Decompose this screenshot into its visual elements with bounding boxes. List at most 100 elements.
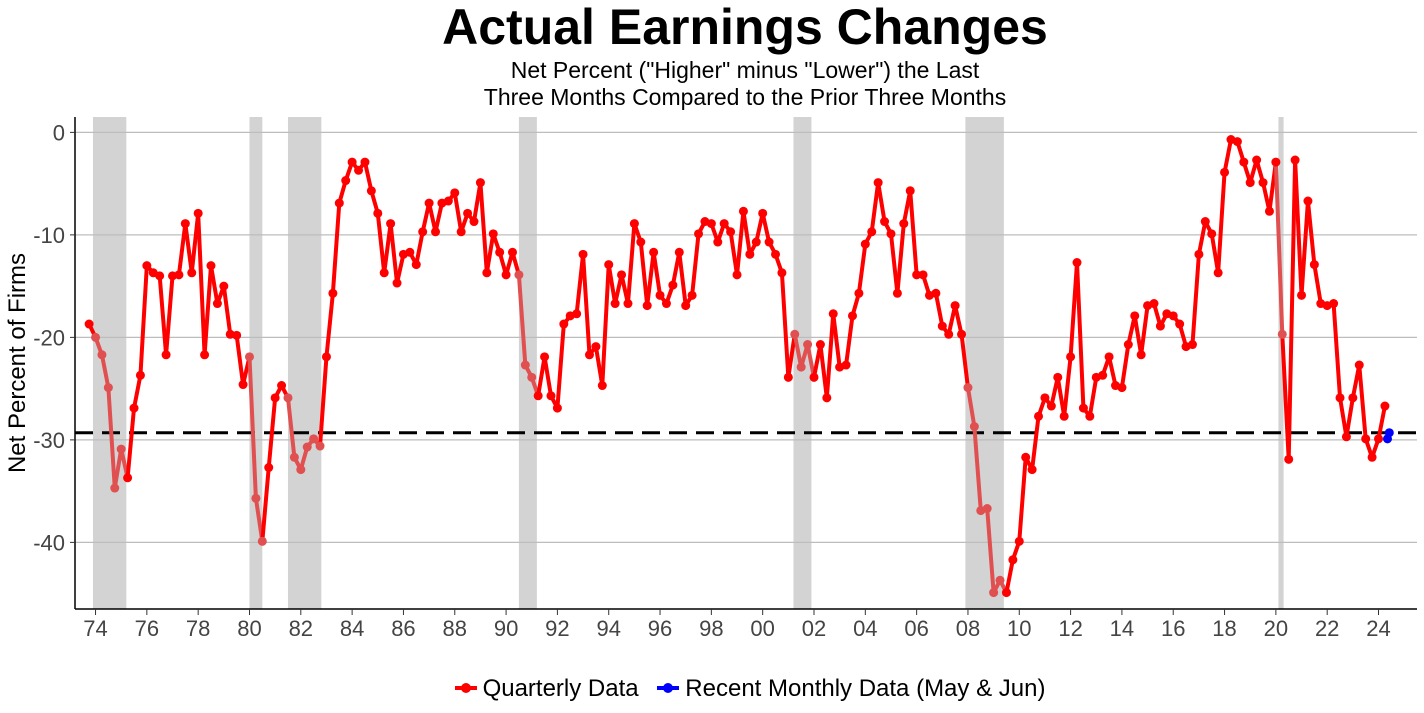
quarterly-point	[610, 299, 620, 309]
quarterly-segment	[375, 211, 387, 275]
quarterly-segment	[433, 201, 444, 234]
quarterly-point	[514, 270, 524, 280]
x-tick-label: 12	[1058, 616, 1082, 641]
quarterly-point	[91, 332, 101, 342]
quarterly-point	[764, 237, 774, 247]
legend-item-quarterly: Quarterly Data	[454, 674, 639, 704]
y-tick-label: -10	[33, 223, 65, 248]
quarterly-point	[1309, 260, 1319, 270]
quarterly-point	[1053, 372, 1063, 382]
quarterly-segment	[1087, 375, 1099, 419]
quarterly-point	[771, 249, 781, 259]
quarterly-segment	[645, 250, 656, 308]
quarterly-point	[257, 536, 267, 546]
quarterly-point	[694, 229, 704, 239]
quarterly-segment	[1344, 395, 1355, 439]
quarterly-segment	[946, 303, 958, 337]
quarterly-point	[495, 247, 505, 257]
quarterly-point	[1374, 434, 1384, 444]
quarterly-segment	[856, 242, 868, 296]
quarterly-point	[264, 463, 274, 473]
x-tick-label: 90	[494, 616, 518, 641]
quarterly-segment	[157, 273, 169, 357]
quarterly-point	[1155, 321, 1165, 331]
quarterly-point	[418, 227, 428, 237]
quarterly-point	[546, 391, 556, 401]
quarterly-point	[1187, 340, 1197, 350]
quarterly-segment	[106, 385, 117, 491]
quarterly-point	[1175, 319, 1185, 329]
quarterly-segment	[895, 221, 906, 296]
quarterly-point	[443, 196, 453, 206]
quarterly-point	[527, 372, 537, 382]
quarterly-point	[880, 217, 890, 227]
quarterly-segment	[99, 352, 111, 390]
quarterly-point	[405, 247, 415, 257]
recession-band-0	[92, 117, 127, 609]
legend-label-monthly: Recent Monthly Data (May & Jun)	[685, 675, 1046, 702]
quarterly-point	[540, 352, 550, 362]
quarterly-point	[219, 281, 229, 291]
quarterly-segment	[132, 373, 143, 411]
quarterly-segment	[1075, 260, 1086, 411]
quarterly-segment	[1331, 301, 1343, 400]
quarterly-point	[726, 227, 736, 237]
quarterly-segment	[247, 354, 258, 501]
x-tick-label: 82	[289, 616, 313, 641]
quarterly-segment	[427, 201, 438, 234]
quarterly-point	[1207, 229, 1217, 239]
quarterly-point	[969, 422, 979, 432]
quarterly-point	[905, 186, 915, 196]
quarterly-point	[142, 261, 152, 271]
quarterly-point	[482, 268, 492, 278]
quarterly-point	[719, 219, 729, 229]
x-tick-label: 16	[1161, 616, 1185, 641]
quarterly-segment	[1305, 199, 1317, 267]
quarterly-point	[1329, 299, 1339, 309]
quarterly-point	[681, 301, 691, 311]
quarterly-segment	[824, 311, 836, 400]
quarterly-segment	[985, 506, 996, 595]
x-tick-label: 76	[135, 616, 159, 641]
quarterly-segment	[395, 252, 406, 286]
quarterly-point	[1085, 411, 1095, 421]
quarterly-segment	[324, 291, 335, 359]
quarterly-point	[674, 247, 684, 257]
quarterly-point	[251, 493, 261, 503]
quarterly-point	[1072, 258, 1082, 268]
quarterly-point	[617, 270, 627, 280]
x-tick-label: 86	[391, 616, 415, 641]
quarterly-point	[873, 178, 883, 188]
x-tick-label: 04	[853, 616, 877, 641]
quarterly-point	[950, 301, 960, 311]
quarterly-segment	[1222, 137, 1233, 175]
quarterly-segment	[581, 252, 592, 357]
quarterly-point	[334, 198, 344, 208]
quarterly-point	[1168, 311, 1178, 321]
legend-label-quarterly: Quarterly Data	[482, 675, 639, 702]
quarterly-point	[1027, 465, 1037, 475]
quarterly-segment	[792, 332, 804, 370]
quarterly-segment	[516, 272, 528, 368]
quarterly-point	[1098, 370, 1108, 380]
recession-band-6	[1278, 117, 1284, 609]
quarterly-point	[277, 381, 287, 391]
quarterly-point	[411, 260, 421, 270]
quarterly-segment	[741, 209, 752, 257]
quarterly-segment	[221, 284, 233, 337]
quarterly-point	[1264, 206, 1274, 216]
quarterly-segment	[536, 354, 547, 398]
quarterly-point	[591, 342, 601, 352]
quarterly-point	[995, 575, 1005, 585]
quarterly-point	[803, 340, 813, 350]
quarterly-segment	[1119, 342, 1131, 390]
y-tick-label: 0	[53, 120, 65, 145]
x-tick-label: 20	[1264, 616, 1288, 641]
quarterly-segment	[125, 406, 137, 480]
x-tick-label: 00	[750, 616, 774, 641]
quarterly-segment	[1107, 354, 1118, 388]
quarterly-point	[129, 403, 139, 413]
quarterly-segment	[735, 209, 746, 277]
x-tick-label: 88	[443, 616, 467, 641]
x-tick-label: 74	[83, 616, 107, 641]
